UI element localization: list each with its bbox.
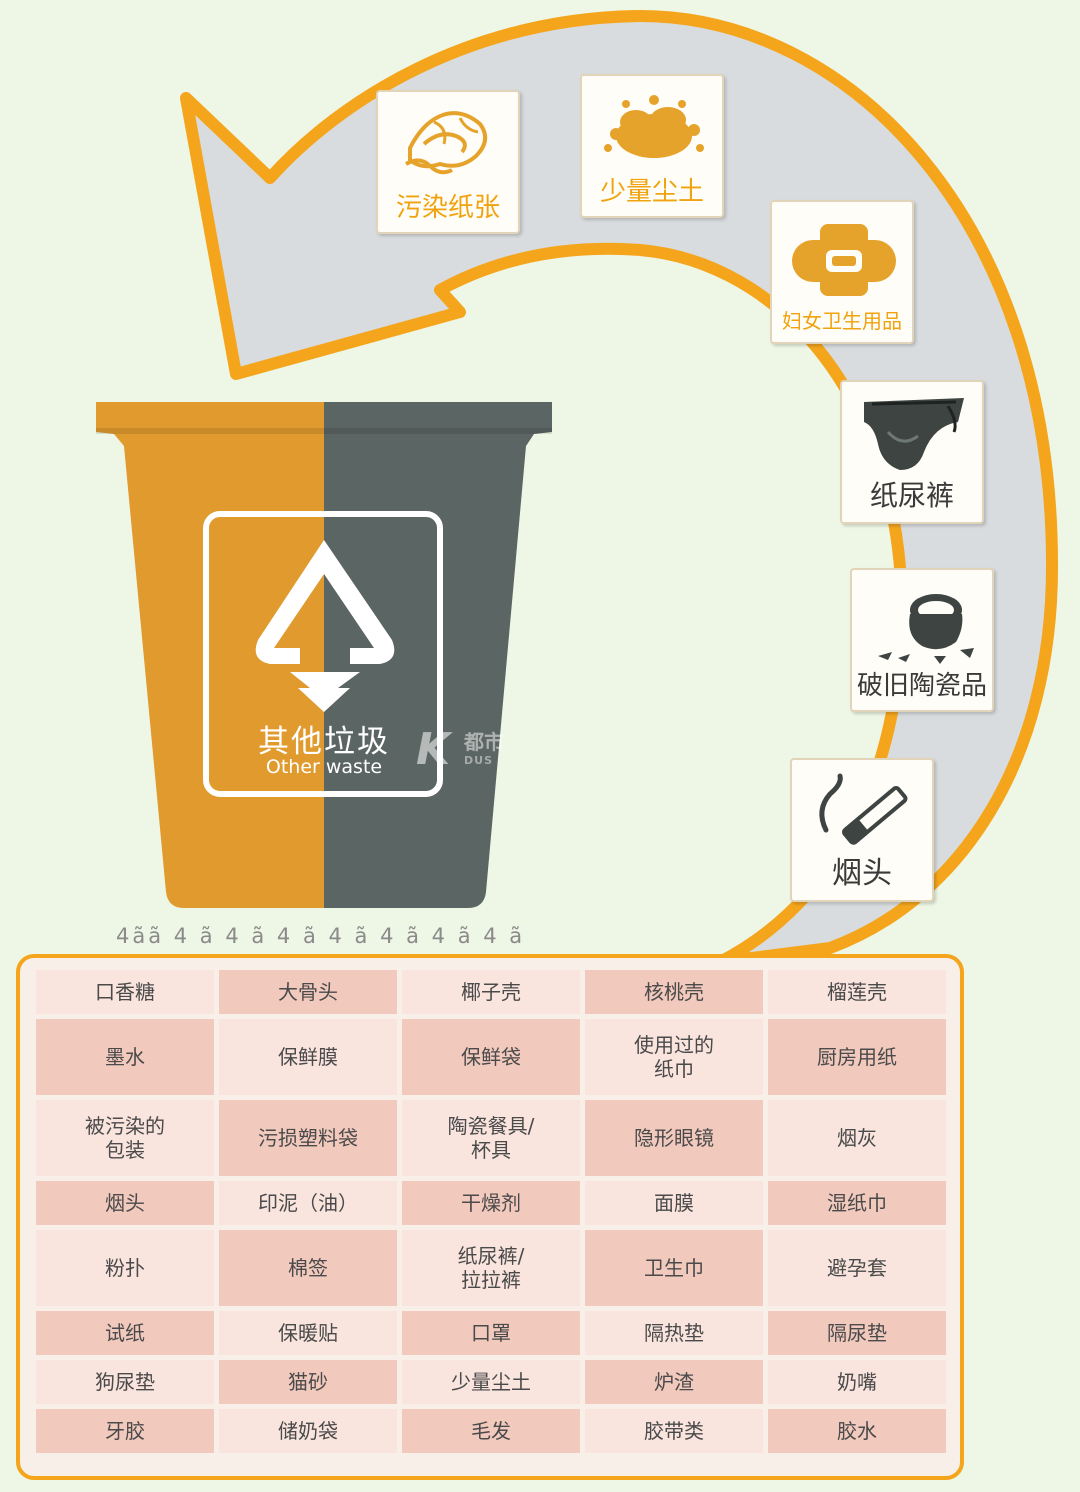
diaper-icon xyxy=(864,398,964,470)
bin-subtitle: Other waste xyxy=(265,756,383,778)
table-cell: 厨房用纸 xyxy=(768,1019,946,1095)
table-cell: 大骨头 xyxy=(219,970,397,1014)
table-cell: 烟灰 xyxy=(768,1100,946,1176)
card-small-dust: 少量尘土 xyxy=(580,74,724,218)
table-cell: 炉渣 xyxy=(585,1360,763,1404)
card-broken-ceramics: 破旧陶瓷品 xyxy=(850,568,994,712)
card-contaminated-paper: 污染纸张 xyxy=(376,90,520,234)
table-cell: 椰子壳 xyxy=(402,970,580,1014)
items-grid: 口香糖 大骨头 椰子壳 核桃壳 榴莲壳墨水 保鲜膜 保鲜袋 使用过的 纸巾 厨房用纸被污染的 包… xyxy=(36,970,948,1453)
table-cell: 口罩 xyxy=(402,1311,580,1355)
table-cell: 隐形眼镜 xyxy=(585,1100,763,1176)
broken-ceramic-icon xyxy=(878,594,974,664)
table-cell: 核桃壳 xyxy=(585,970,763,1014)
table-cell: 猫砂 xyxy=(219,1360,397,1404)
table-cell: 少量尘土 xyxy=(402,1360,580,1404)
bin-title: 其他垃圾 xyxy=(258,724,390,760)
card-label: 破旧陶瓷品 xyxy=(856,671,987,701)
table-cell: 隔热垫 xyxy=(585,1311,763,1355)
crumpled-paper-icon xyxy=(405,111,488,175)
table-cell: 卫生巾 xyxy=(585,1230,763,1306)
watermark-text: 都市 xyxy=(464,730,504,754)
table-cell: 试纸 xyxy=(36,1311,214,1355)
table-cell: 保鲜膜 xyxy=(219,1019,397,1095)
dust-pile-icon xyxy=(604,95,704,158)
card-label: 妇女卫生用品 xyxy=(782,309,902,333)
table-cell: 印泥（油） xyxy=(219,1181,397,1225)
table-cell: 口香糖 xyxy=(36,970,214,1014)
table-cell: 陶瓷餐具/ 杯具 xyxy=(402,1100,580,1176)
table-cell: 榴莲壳 xyxy=(768,970,946,1014)
table-cell: 使用过的 纸巾 xyxy=(585,1019,763,1095)
card-label: 烟头 xyxy=(832,856,892,891)
card-cigarette-butts: 烟头 xyxy=(790,758,934,902)
table-cell: 胶带类 xyxy=(585,1409,763,1453)
cigarette-icon xyxy=(819,773,908,845)
table-cell: 隔尿垫 xyxy=(768,1311,946,1355)
watermark-logo-icon: K xyxy=(416,724,451,775)
bin-left-half xyxy=(96,402,324,908)
table-cell: 被污染的 包装 xyxy=(36,1100,214,1176)
table-cell: 毛发 xyxy=(402,1409,580,1453)
table-cell: 纸尿裤/ 拉拉裤 xyxy=(402,1230,580,1306)
table-cell: 储奶袋 xyxy=(219,1409,397,1453)
table-cell: 污损塑料袋 xyxy=(219,1100,397,1176)
table-cell: 粉扑 xyxy=(36,1230,214,1306)
table-cell: 湿纸巾 xyxy=(768,1181,946,1225)
table-cell: 保暖贴 xyxy=(219,1311,397,1355)
recycle-triangle-icon xyxy=(255,540,395,712)
table-cell: 胶水 xyxy=(768,1409,946,1453)
bin-label-frame xyxy=(203,511,443,797)
table-cell: 墨水 xyxy=(36,1019,214,1095)
card-label: 纸尿裤 xyxy=(869,479,954,512)
card-sanitary-products: 妇女卫生用品 xyxy=(770,200,914,344)
table-cell: 烟头 xyxy=(36,1181,214,1225)
table-cell: 奶嘴 xyxy=(768,1360,946,1404)
watermark-subtext: DUS xyxy=(464,754,493,767)
table-cell: 干燥剂 xyxy=(402,1181,580,1225)
table-cell: 避孕套 xyxy=(768,1230,946,1306)
card-diapers: 纸尿裤 xyxy=(840,380,984,524)
card-label: 少量尘土 xyxy=(599,177,704,207)
sanitary-pad-icon xyxy=(792,224,896,296)
garbled-text: 4ãã 4 ã 4 ã 4 ã 4 ã 4 ã 4 ã 4 ã xyxy=(116,924,526,948)
table-cell: 狗尿垫 xyxy=(36,1360,214,1404)
items-table: 口香糖 大骨头 椰子壳 核桃壳 榴莲壳墨水 保鲜膜 保鲜袋 使用过的 纸巾 厨房用纸被污染的 包… xyxy=(16,954,964,1480)
table-cell: 保鲜袋 xyxy=(402,1019,580,1095)
table-cell: 棉签 xyxy=(219,1230,397,1306)
table-cell: 牙胶 xyxy=(36,1409,214,1453)
card-label: 污染纸张 xyxy=(395,193,500,223)
table-cell: 面膜 xyxy=(585,1181,763,1225)
